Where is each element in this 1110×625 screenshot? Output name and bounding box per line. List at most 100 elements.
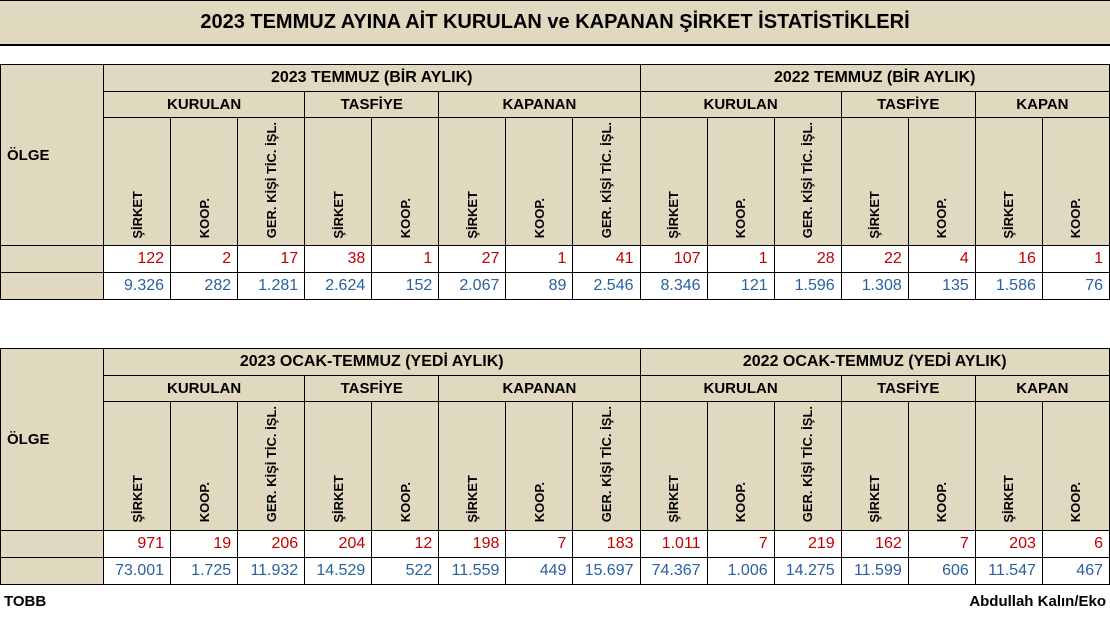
data-cell: 19 [171,530,238,557]
column-row-top: ŞİRKETKOOP.GER. KİŞİ TİC. İŞL.ŞİRKETKOOP… [1,118,1110,246]
period-2023-month: 2023 TEMMUZ (BİR AYLIK) [104,65,641,92]
subgroup-header: KAPANAN [439,92,640,118]
stats-table-monthly: ÖLGE 2023 TEMMUZ (BİR AYLIK) 2022 TEMMUZ… [0,64,1110,300]
column-header: KOOP. [707,118,774,246]
data-cell: 9.326 [104,273,171,300]
data-cell: 4 [908,246,975,273]
data-cell: 38 [305,246,372,273]
column-header: ŞİRKET [640,402,707,530]
data-cell: 89 [506,273,573,300]
subgroup-header: TASFİYE [305,92,439,118]
footer: TOBB Abdullah Kalın/Eko [0,585,1110,610]
data-cell: 1.725 [171,557,238,584]
column-header: KOOP. [908,402,975,530]
column-row-bottom: ŞİRKETKOOP.GER. KİŞİ TİC. İŞL.ŞİRKETKOOP… [1,402,1110,530]
data-cell: 2.624 [305,273,372,300]
column-header: ŞİRKET [305,402,372,530]
column-header: ŞİRKET [975,402,1042,530]
period-2022-month: 2022 TEMMUZ (BİR AYLIK) [640,65,1110,92]
subgroup-header: TASFİYE [841,92,975,118]
region-cell [1,246,104,273]
data-cell: 606 [908,557,975,584]
region-cell [1,557,104,584]
data-cell: 1.281 [238,273,305,300]
data-cell: 121 [707,273,774,300]
data-cell: 1.308 [841,273,908,300]
subgroup-header: KAPAN [975,92,1109,118]
data-cell: 17 [238,246,305,273]
footer-source: TOBB [4,593,46,610]
column-header: GER. KİŞİ TİC. İŞL. [573,402,640,530]
data-cell: 12 [372,530,439,557]
data-cell: 467 [1042,557,1109,584]
data-cell: 7 [707,530,774,557]
data-cell: 11.932 [238,557,305,584]
column-header: KOOP. [372,118,439,246]
column-header: ŞİRKET [104,118,171,246]
column-header: KOOP. [908,118,975,246]
data-cell: 22 [841,246,908,273]
column-header: KOOP. [171,118,238,246]
subgroup-header: KURULAN [640,376,841,402]
data-cell: 107 [640,246,707,273]
table-row-red-top: 12221738127141107128224161 [1,246,1110,273]
period-2022-ytd: 2022 OCAK-TEMMUZ (YEDİ AYLIK) [640,349,1110,376]
data-cell: 7 [506,530,573,557]
data-cell: 1 [372,246,439,273]
top-table-wrap: ÖLGE 2023 TEMMUZ (BİR AYLIK) 2022 TEMMUZ… [0,64,1110,300]
bottom-table-wrap: ÖLGE 2023 OCAK-TEMMUZ (YEDİ AYLIK) 2022 … [0,348,1110,584]
data-cell: 1.586 [975,273,1042,300]
column-header: ŞİRKET [975,118,1042,246]
column-header: KOOP. [506,118,573,246]
data-cell: 1.596 [774,273,841,300]
stats-table-ytd: ÖLGE 2023 OCAK-TEMMUZ (YEDİ AYLIK) 2022 … [0,348,1110,584]
column-header: GER. KİŞİ TİC. İŞL. [238,118,305,246]
column-header: ŞİRKET [841,118,908,246]
column-header: ŞİRKET [841,402,908,530]
table-row-red-bottom: 971192062041219871831.011721916272036 [1,530,1110,557]
data-cell: 14.275 [774,557,841,584]
column-header: KOOP. [506,402,573,530]
column-header: ŞİRKET [439,118,506,246]
data-cell: 198 [439,530,506,557]
data-cell: 206 [238,530,305,557]
data-cell: 15.697 [573,557,640,584]
data-cell: 152 [372,273,439,300]
data-cell: 122 [104,246,171,273]
page-title: 2023 TEMMUZ AYINA AİT KURULAN ve KAPANAN… [0,0,1110,46]
data-cell: 183 [573,530,640,557]
data-cell: 41 [573,246,640,273]
column-header: ŞİRKET [305,118,372,246]
data-cell: 1.011 [640,530,707,557]
subgroup-header: KAPANAN [439,376,640,402]
data-cell: 8.346 [640,273,707,300]
region-header: ÖLGE [1,349,104,530]
data-cell: 27 [439,246,506,273]
subgroup-header: KURULAN [104,92,305,118]
period-2023-ytd: 2023 OCAK-TEMMUZ (YEDİ AYLIK) [104,349,641,376]
data-cell: 73.001 [104,557,171,584]
data-cell: 1 [1042,246,1109,273]
data-cell: 74.367 [640,557,707,584]
subgroup-header: TASFİYE [305,376,439,402]
data-cell: 1 [707,246,774,273]
data-cell: 1.006 [707,557,774,584]
data-cell: 204 [305,530,372,557]
column-header: KOOP. [171,402,238,530]
subgroup-header: KURULAN [104,376,305,402]
data-cell: 135 [908,273,975,300]
table-row-blue-bottom: 73.0011.72511.93214.52952211.55944915.69… [1,557,1110,584]
column-header: GER. KİŞİ TİC. İŞL. [774,118,841,246]
region-cell [1,273,104,300]
column-header: GER. KİŞİ TİC. İŞL. [573,118,640,246]
subgroup-header: KURULAN [640,92,841,118]
data-cell: 2.546 [573,273,640,300]
data-cell: 14.529 [305,557,372,584]
data-cell: 1 [506,246,573,273]
data-cell: 11.559 [439,557,506,584]
column-header: GER. KİŞİ TİC. İŞL. [238,402,305,530]
data-cell: 162 [841,530,908,557]
data-cell: 2 [171,246,238,273]
column-header: KOOP. [1042,402,1109,530]
column-header: KOOP. [1042,118,1109,246]
